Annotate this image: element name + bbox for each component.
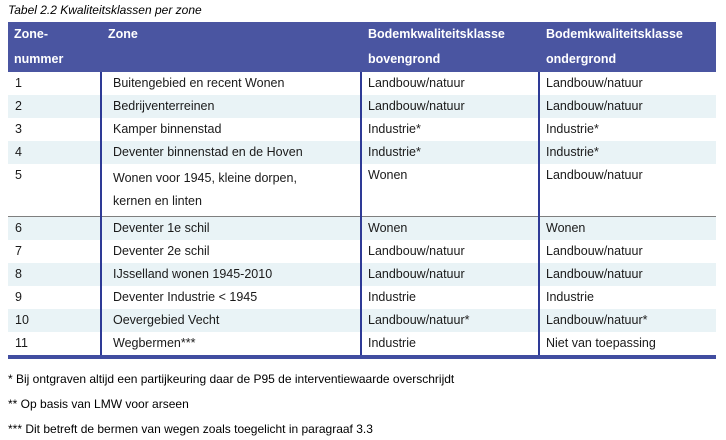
cell-ondergrond: Wonen <box>538 216 716 240</box>
table-row: 2 Bedrijventerreinen Landbouw/natuur Landbo… <box>8 95 716 118</box>
table-row: 9 Deventer Industrie < 1945 Industrie Indus… <box>8 286 716 309</box>
table-row: 11 Wegbermen*** Industrie Niet van toepassi… <box>8 332 716 357</box>
cell-bovengrond: Landbouw/natuur <box>360 72 539 95</box>
cell-bovengrond: Wonen <box>360 216 539 240</box>
cell-zone_nummer: 1 <box>15 76 22 90</box>
cell-ondergrond: Industrie <box>538 286 716 309</box>
cell-zone: Deventer binnenstad en de Hoven <box>100 141 361 164</box>
table-row: 3 Kamper binnenstad Industrie* Industrie* <box>8 118 716 141</box>
cell-ondergrond: Industrie* <box>538 141 716 164</box>
column-header-bovengrond: Bodemkwaliteitsklasse bovengrond <box>360 22 539 72</box>
table-row: 1 Buitengebied en recent Wonen Landbouw/na… <box>8 72 716 95</box>
cell-ondergrond: Landbouw/natuur <box>538 263 716 286</box>
cell-ondergrond: Landbouw/natuur <box>538 72 716 95</box>
cell-zone: Bedrijventerreinen <box>100 95 361 118</box>
cell-bovengrond: Landbouw/natuur <box>360 95 539 118</box>
cell-zone_nummer: 8 <box>15 267 22 281</box>
cell-bovengrond: Wonen <box>360 164 539 217</box>
footnote: * Bij ontgraven altijd een partijkeuring… <box>8 372 455 386</box>
cell-zone: Buitengebied en recent Wonen <box>100 72 361 95</box>
table-row: 8 IJsselland wonen 1945-2010 Landbouw/natu… <box>8 263 716 286</box>
footnote: *** Dit betreft de bermen van wegen zoal… <box>8 422 373 436</box>
cell-ondergrond: Landbouw/natuur* <box>538 309 716 332</box>
cell-zone_nummer: 11 <box>15 336 28 350</box>
cell-zone: Deventer 1e schil <box>100 216 361 240</box>
cell-zone_nummer: 7 <box>15 244 22 258</box>
table-row: 5 Wonen voor 1945, kleine dorpen, kernen … <box>8 164 716 217</box>
cell-zone_nummer: 9 <box>15 290 22 304</box>
footnote: ** Op basis van LMW voor arseen <box>8 397 189 411</box>
cell-ondergrond: Niet van toepassing <box>538 332 716 357</box>
table-caption: Tabel 2.2 Kwaliteitsklassen per zone <box>8 3 202 17</box>
cell-bovengrond: Industrie* <box>360 141 539 164</box>
cell-zone_nummer: 10 <box>15 313 29 327</box>
cell-ondergrond: Landbouw/natuur <box>538 95 716 118</box>
table-body: 1 Buitengebied en recent Wonen Landbouw/na… <box>8 72 716 357</box>
cell-zone: Wegbermen*** <box>100 332 361 357</box>
cell-ondergrond: Landbouw/natuur <box>538 164 716 217</box>
cell-zone_nummer: 3 <box>15 122 22 136</box>
table-header: Zone- nummer Zone Bodemkwaliteitsklasse bo… <box>8 22 716 72</box>
cell-bovengrond: Landbouw/natuur <box>360 263 539 286</box>
cell-zone_nummer: 6 <box>8 216 101 240</box>
cell-zone: Oevergebied Vecht <box>100 309 361 332</box>
cell-bovengrond: Industrie* <box>360 118 539 141</box>
cell-zone: Deventer 2e schil <box>100 240 361 263</box>
cell-zone_nummer: 5 <box>15 168 22 182</box>
column-header-zone_nummer: Zone- nummer <box>8 22 101 72</box>
table-row: 6 Deventer 1e schil Wonen Wonen <box>8 216 716 240</box>
cell-zone: Deventer Industrie < 1945 <box>100 286 361 309</box>
cell-zone: Kamper binnenstad <box>100 118 361 141</box>
kwaliteitsklassen-table: Zone- nummer Zone Bodemkwaliteitsklasse bo… <box>8 22 716 359</box>
cell-bovengrond: Landbouw/natuur* <box>360 309 539 332</box>
column-header-zone: Zone <box>100 22 361 72</box>
column-header-ondergrond: Bodemkwaliteitsklasse ondergrond <box>538 22 716 72</box>
cell-ondergrond: Industrie* <box>538 118 716 141</box>
cell-zone_nummer: 4 <box>15 145 22 159</box>
table-row: 7 Deventer 2e schil Landbouw/natuur Landbou… <box>8 240 716 263</box>
table-row: 10 Oevergebied Vecht Landbouw/natuur* Landb… <box>8 309 716 332</box>
cell-bovengrond: Industrie <box>360 286 539 309</box>
cell-bovengrond: Industrie <box>360 332 539 357</box>
cell-zone: Wonen voor 1945, kleine dorpen, kernen e… <box>100 164 361 217</box>
table-row: 4 Deventer binnenstad en de Hoven Industri… <box>8 141 716 164</box>
cell-bovengrond: Landbouw/natuur <box>360 240 539 263</box>
cell-zone_nummer: 2 <box>15 99 22 113</box>
cell-zone: IJsselland wonen 1945-2010 <box>100 263 361 286</box>
table-header-row: Zone- nummer Zone Bodemkwaliteitsklasse bo… <box>8 22 716 72</box>
cell-ondergrond: Landbouw/natuur <box>538 240 716 263</box>
footnotes: * Bij ontgraven altijd een partijkeuring… <box>8 367 717 440</box>
